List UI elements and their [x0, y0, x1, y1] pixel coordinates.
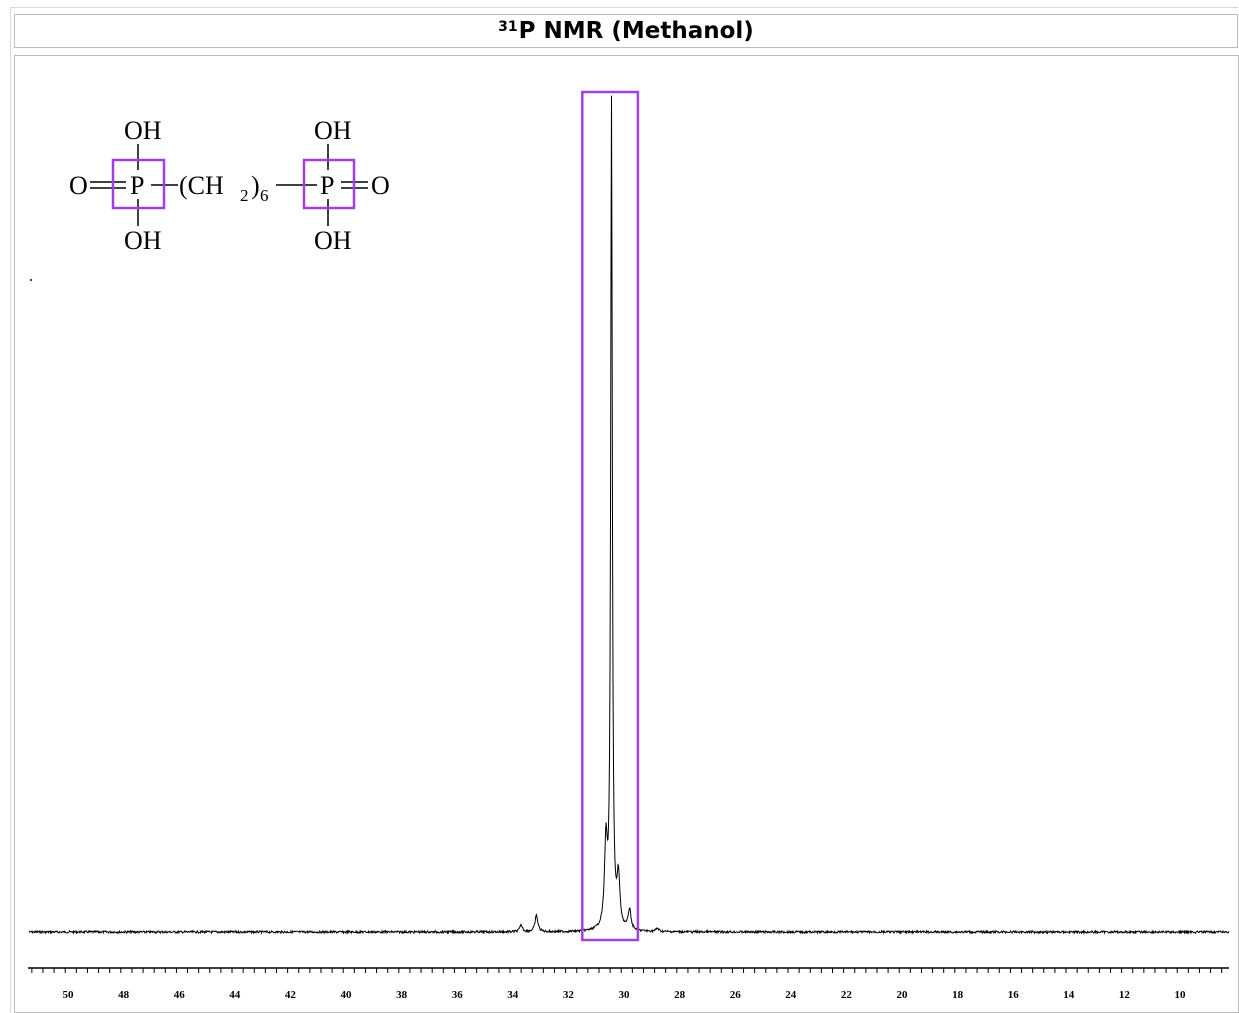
tick-label: 18: [952, 989, 964, 1001]
oh-bottom-left: OH: [124, 226, 162, 255]
title-text: P NMR (Methanol): [518, 18, 754, 44]
o-right: O: [371, 171, 390, 200]
tick-label: 22: [841, 989, 853, 1001]
p-right: P: [320, 171, 334, 200]
tick-label: 12: [1119, 989, 1131, 1001]
tick-label: 30: [619, 989, 631, 1001]
tick-label: 24: [785, 989, 797, 1001]
tick-label: 34: [507, 989, 519, 1001]
tick-label: 42: [285, 989, 297, 1001]
tick-label: 16: [1008, 989, 1020, 1001]
x-axis: 50 48 46 44 42 40 38 36 34 32 30 28 26 24 22 20 18 16 14 12…: [28, 967, 1229, 1001]
o-left: O: [69, 171, 88, 200]
spectrum-trace: [28, 95, 1230, 936]
chart-title: 31 P NMR (Methanol): [14, 14, 1238, 48]
tick-label: 32: [563, 989, 575, 1001]
chain-count: 6: [260, 186, 269, 205]
stray-dot: [30, 279, 32, 281]
chain-close: ): [251, 171, 260, 200]
peak-highlight-box: [581, 90, 640, 942]
tick-label: 46: [174, 989, 186, 1001]
tick-label: 40: [341, 989, 353, 1001]
p-left: P: [130, 171, 144, 200]
tick-label: 10: [1175, 989, 1187, 1001]
highlight-box-p-left: [111, 158, 166, 210]
tick-label: 38: [396, 989, 408, 1001]
oh-bottom-right: OH: [314, 226, 352, 255]
tick-label: 44: [229, 989, 241, 1001]
oh-top-left: OH: [124, 116, 162, 145]
tick-label: 26: [730, 989, 742, 1001]
tick-label: 14: [1063, 989, 1075, 1001]
title-superscript: 31: [498, 19, 518, 35]
highlight-box-p-right: [302, 158, 356, 210]
chain-subscript: 2: [240, 186, 249, 205]
spectrum-group: [28, 95, 1230, 936]
page-frame: [10, 7, 1238, 1013]
tick-label: 36: [452, 989, 464, 1001]
molecule-structure: OH OH OH OH O P (CH 2 ) 6 P O: [30, 116, 390, 281]
tick-label: 20: [897, 989, 909, 1001]
tick-label: 28: [674, 989, 686, 1001]
oh-top-right: OH: [314, 116, 352, 145]
tick-label: 50: [63, 989, 75, 1001]
chain-open: (CH: [179, 171, 224, 200]
tick-label: 48: [118, 989, 130, 1001]
annotation-group: [581, 90, 640, 942]
